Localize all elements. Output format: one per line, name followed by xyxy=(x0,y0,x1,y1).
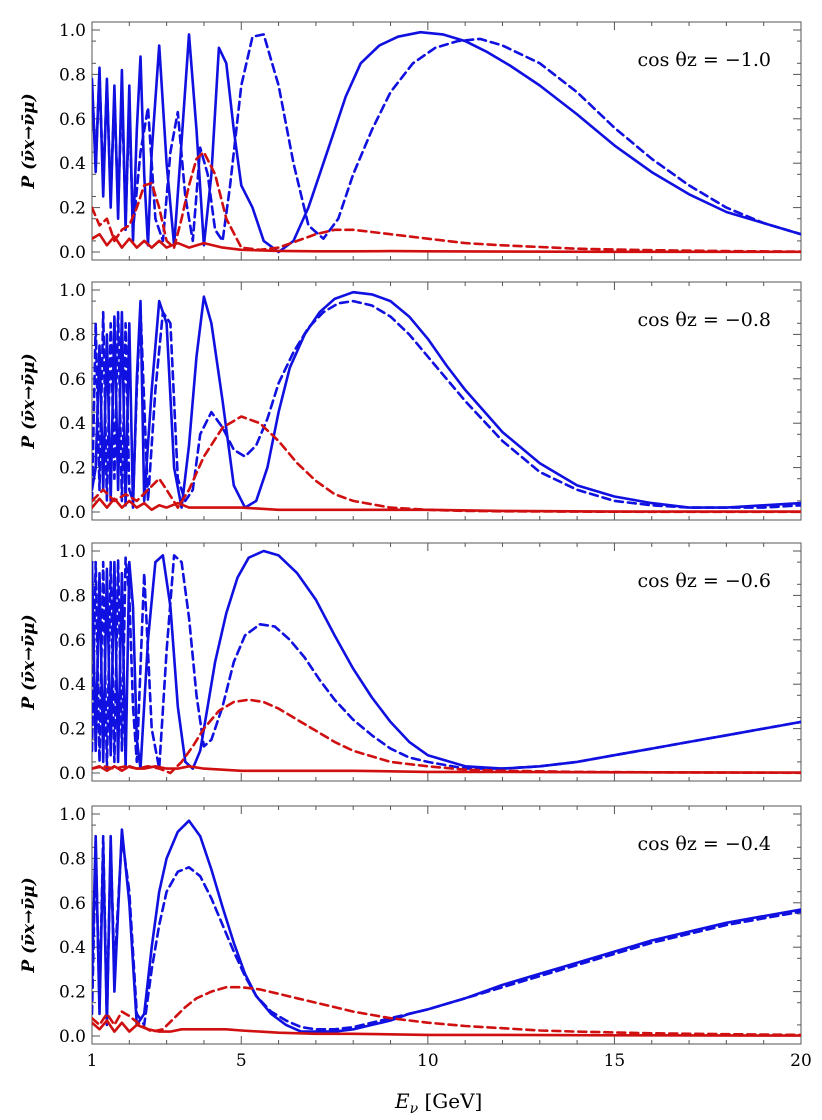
series-red-solid xyxy=(92,1019,801,1037)
x-tick-label: 1 xyxy=(87,1051,98,1071)
series-blue-dashed xyxy=(92,299,801,509)
panel-annotation: cos θz = −1.0 xyxy=(638,49,771,71)
x-tick-label: 20 xyxy=(790,1051,812,1071)
y-tick-label: 0.6 xyxy=(59,110,86,130)
series-blue-dashed xyxy=(92,554,801,770)
panel-annotation: cos θz = −0.6 xyxy=(638,570,771,592)
y-tick-label: 0.4 xyxy=(59,154,86,174)
y-tick-label: 0.2 xyxy=(59,459,86,479)
y-tick-label: 0.4 xyxy=(59,675,86,695)
y-tick-label: 0.8 xyxy=(59,586,86,606)
y-tick-label: 0.0 xyxy=(59,243,86,263)
y-tick-label: 0.2 xyxy=(59,199,86,219)
y-tick-label: 1.0 xyxy=(59,281,86,301)
series-blue-dashed xyxy=(92,834,801,1031)
y-axis-label: P (ν̄x→ν̄μ) xyxy=(19,877,39,973)
x-tick-label: 15 xyxy=(604,1051,626,1071)
y-axis-label: P (ν̄x→ν̄μ) xyxy=(19,93,39,189)
series-blue-solid xyxy=(92,290,801,509)
y-tick-label: 0.2 xyxy=(59,983,86,1003)
y-tick-label: 0.4 xyxy=(59,938,86,958)
y-axis-label: P (ν̄x→ν̄μ) xyxy=(19,353,39,449)
y-tick-label: 0.0 xyxy=(59,1027,86,1047)
series-red-solid xyxy=(92,497,801,513)
panel-annotation: cos θz = −0.8 xyxy=(638,309,771,331)
y-tick-label: 1.0 xyxy=(59,21,86,41)
series-blue-dashed xyxy=(92,33,801,243)
y-tick-label: 0.6 xyxy=(59,894,86,914)
plot-frame xyxy=(91,21,802,261)
x-tick-label: 5 xyxy=(236,1051,247,1071)
y-tick-label: 0.0 xyxy=(59,764,86,784)
plot-frame xyxy=(91,805,802,1045)
chart-panel-2: 0.0 0.2 0.4 0.6 0.8 1.0 cos θz = −0.8 P (ν̄x→ν̄… xyxy=(19,281,802,523)
y-tick-label: 0.4 xyxy=(59,414,86,434)
series-red-dashed xyxy=(92,985,801,1037)
panel-annotation: cos θz = −0.4 xyxy=(638,833,771,855)
x-tick-label: 10 xyxy=(417,1051,439,1071)
chart-panel-3: 0.0 0.2 0.4 0.6 0.8 1.0 cos θz = −0.6 P (ν̄x→ν̄… xyxy=(19,542,802,784)
series-red-solid xyxy=(92,232,801,254)
y-tick-label: 0.0 xyxy=(59,503,86,523)
y-axis-label: P (ν̄x→ν̄μ) xyxy=(19,614,39,710)
series-red-dashed xyxy=(92,150,801,253)
y-tick-label: 0.8 xyxy=(59,65,86,85)
y-tick-label: 0.6 xyxy=(59,370,86,390)
y-tick-label: 1.0 xyxy=(59,542,86,562)
series-red-dashed xyxy=(92,415,801,514)
y-tick-label: 0.2 xyxy=(59,720,86,740)
plot-frame xyxy=(91,281,802,521)
plot-frame xyxy=(91,542,802,782)
chart-panel-1: 0.0 0.2 0.4 0.6 0.8 1.0 cos θz = −1.0 P (ν̄x→ν̄… xyxy=(19,21,802,263)
y-tick-label: 1.0 xyxy=(59,805,86,825)
y-tick-label: 0.8 xyxy=(59,325,86,345)
series-red-dashed xyxy=(92,698,801,775)
x-axis-label: Eν [GeV] xyxy=(394,1089,482,1117)
y-tick-label: 0.6 xyxy=(59,631,86,651)
y-tick-label: 0.8 xyxy=(59,849,86,869)
